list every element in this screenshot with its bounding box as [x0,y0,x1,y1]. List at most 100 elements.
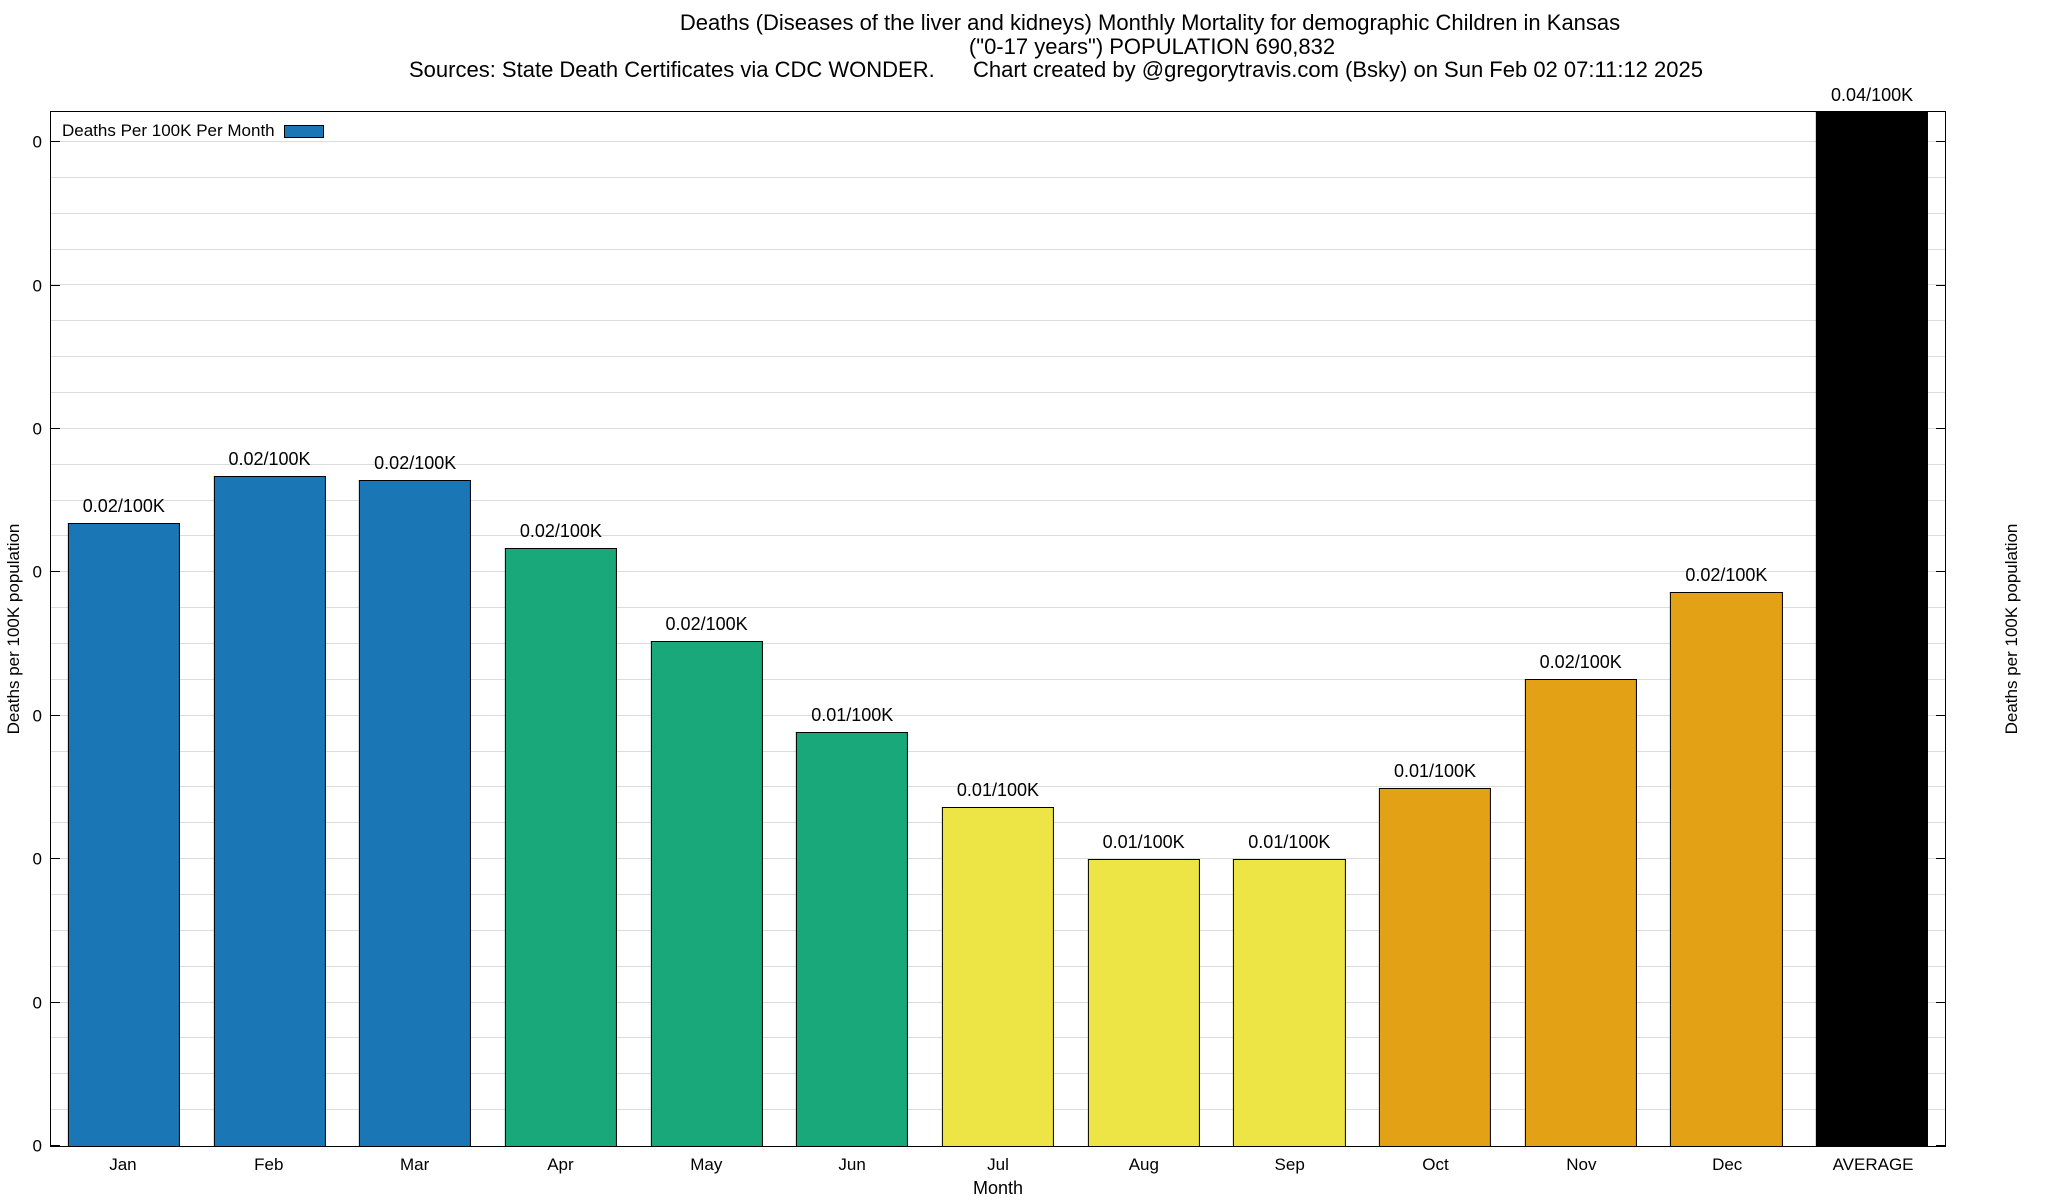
y-tick-mark-left [51,1145,60,1146]
gridline [51,212,1945,214]
x-tick-label: Sep [1274,1155,1305,1174]
gridline [51,284,1945,286]
x-tick-labels: Jan Feb Mar Apr May Jun Jul Aug Sep Oct Nov Dec AVER… [50,1155,1946,1175]
bar-slot: 0.02/100K [1654,112,1800,1146]
chart-title-line1: Deaths (Diseases of the liver and kidney… [679,10,1621,35]
bar: 0.01/100K [1378,761,1492,1146]
y-tick-mark-right [1936,714,1945,716]
x-tick-label: Mar [399,1155,430,1174]
bar: 0.01/100K [941,780,1055,1146]
bar-slot: 0.02/100K [488,112,634,1146]
y-tick-mark-right [1936,1145,1945,1146]
bar-slot: 0.02/100K [51,112,197,1146]
y-tick-label: 0 [32,276,42,296]
y-tick-mark-right [1936,571,1945,573]
gridline [51,750,1945,752]
bar-value-label: 0.04/100K [1831,85,1914,105]
bar-slot: 0.02/100K [197,112,343,1146]
x-tick-label: Apr [547,1155,574,1174]
bar-slot: 0.01/100K [1362,112,1508,1146]
x-tick-label: Dec [1712,1155,1743,1174]
bar-value-label: 0.02/100K [82,496,165,517]
plot-area: 0.02/100K 0.02/100K 0.02/100K 0.02/100K 0.02… [33,85,1946,1155]
bar: 0.02/100K [504,521,617,1146]
bar-value-label: 0.02/100K [228,449,311,470]
credit-text: Chart created by @gregorytravis.com (Bsk… [973,57,1703,82]
gridline [51,678,1945,680]
bar-value-label: 0.02/100K [1539,651,1622,672]
bar: 0.02/100K [213,449,326,1146]
chart-title-line2: ("0-17 years") POPULATION 690,832 [968,34,1336,59]
x-axis-title: Month [972,1178,1024,1198]
bar: 0.02/100K [650,614,763,1146]
bar: 0.02/100K [359,453,472,1146]
x-tick-label: Jan [109,1155,137,1174]
gridline [51,140,1945,142]
y-tick-label: 0 [32,706,42,726]
legend-swatch [283,124,324,138]
y-tick-mark-right [1936,1001,1945,1003]
gridline [51,535,1945,537]
sources-text: Sources: State Death Certificates via CD… [409,57,935,82]
bar-value-label: 0.02/100K [374,452,457,473]
x-tick-label: AVERAGE [1832,1155,1914,1174]
bar: 0.01/100K [796,705,909,1146]
bar-value-label: 0.02/100K [1685,564,1768,585]
bar: 0.01/100K [1087,832,1200,1146]
y-tick-label: 0 [32,562,42,582]
legend-label: Deaths Per 100K Per Month [62,121,275,140]
gridline [51,714,1945,716]
legend: Deaths Per 100K Per Month [62,121,324,141]
y-tick-mark-left [51,141,60,143]
bar-value-label: 0.01/100K [1248,832,1331,853]
x-tick-label: Oct [1422,1155,1449,1174]
x-tick-label: Jun [838,1155,866,1174]
bars-container: 0.02/100K 0.02/100K 0.02/100K 0.02/100K 0.02… [51,85,1945,1146]
y-axis-title-right: Deaths per 100K population [2002,523,2021,735]
y-tick-mark-left [51,1001,60,1003]
bar-value-label: 0.02/100K [519,521,602,542]
bar-slot: 0.01/100K [1071,112,1217,1146]
x-tick-label: May [690,1155,723,1174]
gridline [51,391,1945,393]
bar: 0.02/100K [67,496,180,1146]
gridline [51,463,1945,465]
bar-value-label: 0.01/100K [811,704,894,725]
y-tick-mark-right [1936,427,1945,429]
x-tick-label: Nov [1566,1155,1597,1174]
gridline [51,356,1945,358]
y-tick-mark-left [51,284,60,286]
y-tick-label: 0 [32,1136,42,1156]
y-axis-title-left: Deaths per 100K population [4,523,23,735]
gridline [51,642,1945,644]
bar-value-label: 0.01/100K [1393,760,1477,781]
y-tick-mark-left [51,571,60,573]
x-tick-label: Feb [254,1155,284,1174]
bar: 0.02/100K [1670,565,1783,1146]
gridline [51,176,1945,178]
bar-value-label: 0.01/100K [1102,832,1185,853]
y-tick-mark-left [51,858,60,860]
bar: 0.01/100K [1233,832,1346,1146]
y-tick-mark-right [1936,141,1945,143]
y-tick-label: 0 [32,132,42,152]
y-tick-mark-right [1936,858,1945,860]
y-tick-mark-right [1936,284,1945,286]
bar-slot: 0.02/100K [634,112,780,1146]
gridline [51,427,1945,429]
bar-value-label: 0.02/100K [665,614,748,635]
gridline [51,571,1945,573]
x-tick-label: Jul [987,1155,1009,1174]
bar-slot: 0.01/100K [779,112,925,1146]
y-tick-label: 0 [32,849,42,869]
gridline [51,499,1945,501]
gridline [51,786,1945,788]
gridline [51,607,1945,609]
bar: 0.02/100K [1524,652,1637,1146]
bar-slot: 0.01/100K [925,112,1071,1146]
x-tick-label: Aug [1128,1155,1159,1174]
gridline [51,320,1945,322]
y-tick-mark-left [51,427,60,429]
bar-slot: 0.04/100K [1799,85,1945,1146]
y-tick-mark-left [51,714,60,716]
